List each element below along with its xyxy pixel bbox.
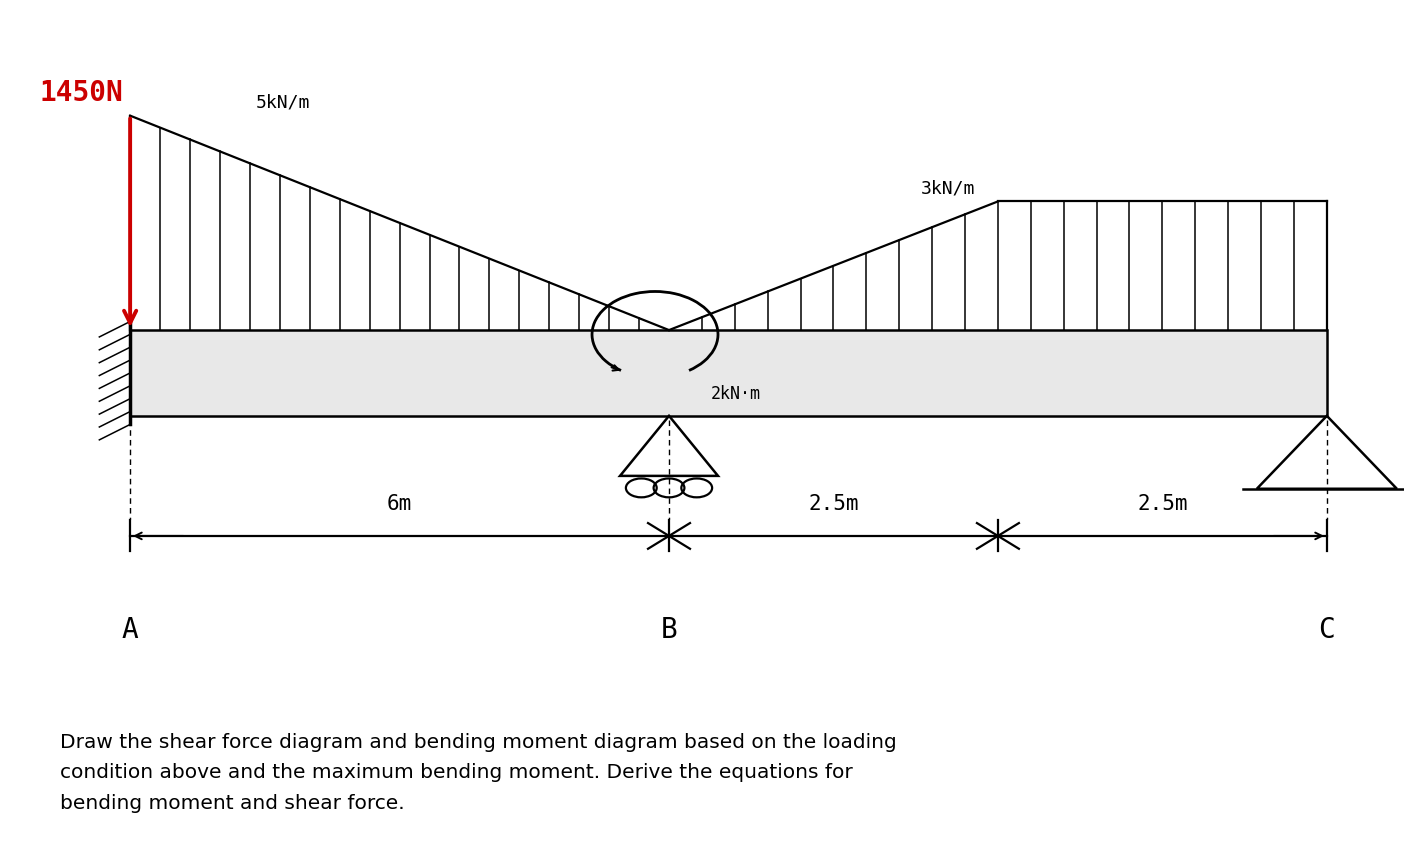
- Text: Draw the shear force diagram and bending moment diagram based on the loading
con: Draw the shear force diagram and bending…: [61, 734, 897, 812]
- Text: 1450N: 1450N: [39, 79, 122, 107]
- Text: 2.5m: 2.5m: [808, 494, 859, 514]
- Text: A: A: [121, 617, 138, 644]
- Text: 6m: 6m: [387, 494, 413, 514]
- Text: 5kN/m: 5kN/m: [256, 94, 311, 112]
- Text: 2kN·m: 2kN·m: [711, 385, 760, 403]
- Text: C: C: [1318, 617, 1335, 644]
- Text: 3kN/m: 3kN/m: [921, 179, 976, 197]
- Text: B: B: [660, 617, 677, 644]
- Bar: [130, 330, 1326, 416]
- Text: 2.5m: 2.5m: [1138, 494, 1187, 514]
